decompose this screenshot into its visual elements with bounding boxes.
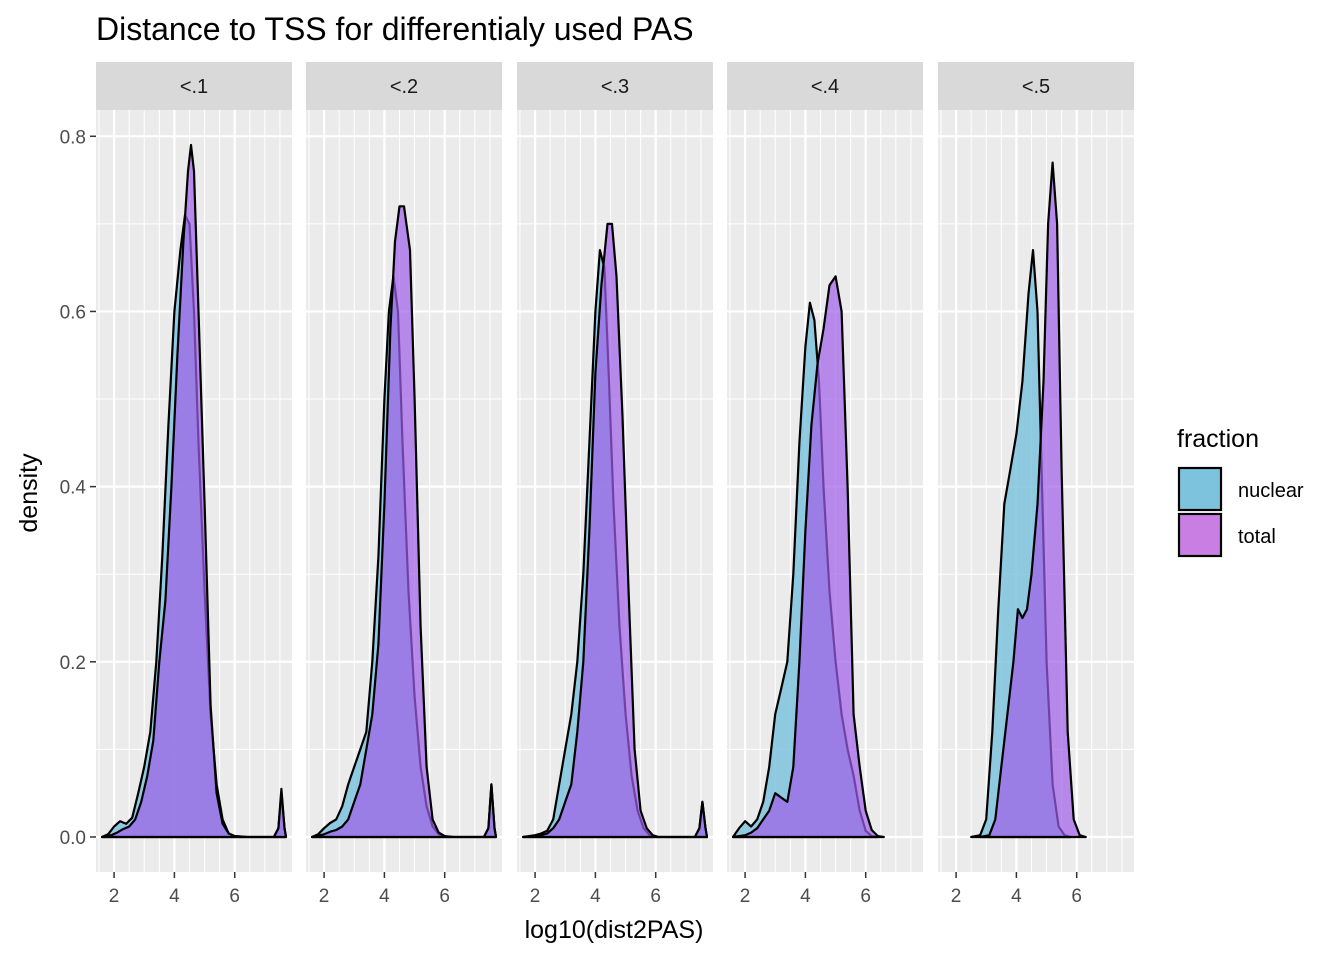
facet-strip: [938, 62, 1134, 110]
x-tick-label: 6: [860, 886, 871, 907]
facet-strip: [96, 62, 292, 110]
legend: fraction nuclear total: [1177, 425, 1304, 558]
facet-strip-label: <.4: [811, 76, 839, 98]
y-tick-label: 0.8: [60, 127, 86, 148]
x-tick-label: 4: [169, 886, 180, 907]
y-tick-label: 0.6: [60, 302, 86, 323]
y-tick-label: 0.0: [60, 828, 86, 849]
facet-panel: <.3 2 4 6: [517, 62, 713, 907]
y-tick-label: 0.2: [60, 653, 86, 674]
facet-strip-label: <.3: [601, 76, 629, 98]
chart-title: Distance to TSS for differentialy used P…: [96, 11, 694, 47]
density-area-total: [979, 161, 1087, 839]
legend-key-total: [1177, 512, 1223, 558]
facet-panel: <.2 2 4 6: [306, 62, 502, 907]
x-tick-label: 6: [439, 886, 450, 907]
facet-strip: [306, 62, 502, 110]
facet-panel: <.4 2 4 6: [727, 62, 923, 907]
x-tick-label: 2: [740, 886, 751, 907]
facet-strip-label: <.5: [1022, 76, 1050, 98]
facet-strip: [517, 62, 713, 110]
facet-panel: <.1 2 4 6: [96, 62, 292, 907]
x-tick-label: 6: [650, 886, 661, 907]
x-tick-label: 2: [951, 886, 962, 907]
facet-strip-label: <.1: [180, 76, 208, 98]
x-tick-label: 2: [530, 886, 541, 907]
x-tick-label: 2: [109, 886, 120, 907]
y-axis-title: density: [15, 453, 43, 533]
legend-label-nuclear: nuclear: [1238, 480, 1304, 502]
y-axis: 0.0 0.2 0.4 0.6 0.8: [60, 127, 96, 849]
legend-label-total: total: [1238, 526, 1276, 548]
x-tick-label: 6: [1071, 886, 1082, 907]
y-tick-label: 0.4: [60, 478, 87, 499]
x-tick-label: 4: [379, 886, 390, 907]
x-tick-label: 4: [800, 886, 811, 907]
facet-panel: <.5 2 4 6: [938, 62, 1134, 907]
x-tick-label: 2: [319, 886, 330, 907]
x-axis-title: log10(dist2PAS): [525, 916, 704, 944]
legend-key-nuclear: [1177, 466, 1223, 512]
facet-panels: <.1 2 4 6 <.2 2 4 6 <.3 2 4 6 <.4 2 4 6 <.5 2 4 6: [96, 62, 1134, 907]
facet-strip-label: <.2: [390, 76, 418, 98]
x-tick-label: 4: [1011, 886, 1022, 907]
density-area-total: [100, 143, 288, 839]
x-tick-label: 6: [229, 886, 240, 907]
density-area-total: [310, 205, 498, 839]
legend-title: fraction: [1177, 425, 1259, 453]
facet-strip: [727, 62, 923, 110]
density-area-total: [731, 275, 885, 839]
density-area-total: [521, 222, 709, 839]
x-tick-label: 4: [590, 886, 601, 907]
